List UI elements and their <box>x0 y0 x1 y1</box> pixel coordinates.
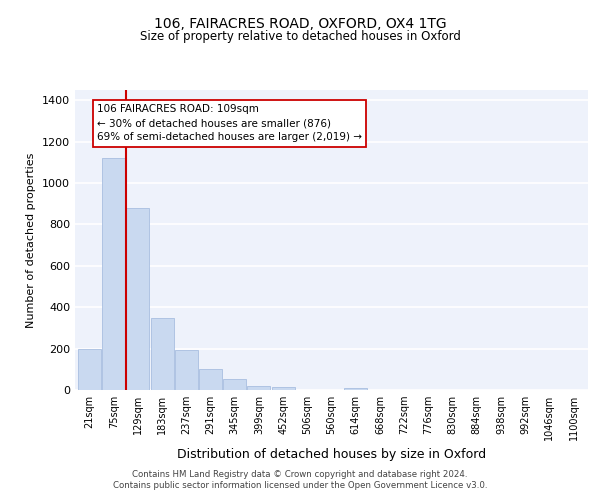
Text: Contains public sector information licensed under the Open Government Licence v3: Contains public sector information licen… <box>113 481 487 490</box>
Bar <box>247 386 271 390</box>
Bar <box>78 348 101 390</box>
Bar <box>223 378 246 390</box>
Bar <box>127 208 149 390</box>
Text: Contains HM Land Registry data © Crown copyright and database right 2024.: Contains HM Land Registry data © Crown c… <box>132 470 468 479</box>
X-axis label: Distribution of detached houses by size in Oxford: Distribution of detached houses by size … <box>177 448 486 462</box>
Bar <box>344 388 367 390</box>
Text: 106 FAIRACRES ROAD: 109sqm
← 30% of detached houses are smaller (876)
69% of sem: 106 FAIRACRES ROAD: 109sqm ← 30% of deta… <box>97 104 362 142</box>
Bar <box>151 318 173 390</box>
Text: 106, FAIRACRES ROAD, OXFORD, OX4 1TG: 106, FAIRACRES ROAD, OXFORD, OX4 1TG <box>154 18 446 32</box>
Text: Size of property relative to detached houses in Oxford: Size of property relative to detached ho… <box>140 30 460 43</box>
Bar <box>199 370 222 390</box>
Y-axis label: Number of detached properties: Number of detached properties <box>26 152 37 328</box>
Bar <box>272 388 295 390</box>
Bar <box>102 158 125 390</box>
Bar <box>175 350 198 390</box>
